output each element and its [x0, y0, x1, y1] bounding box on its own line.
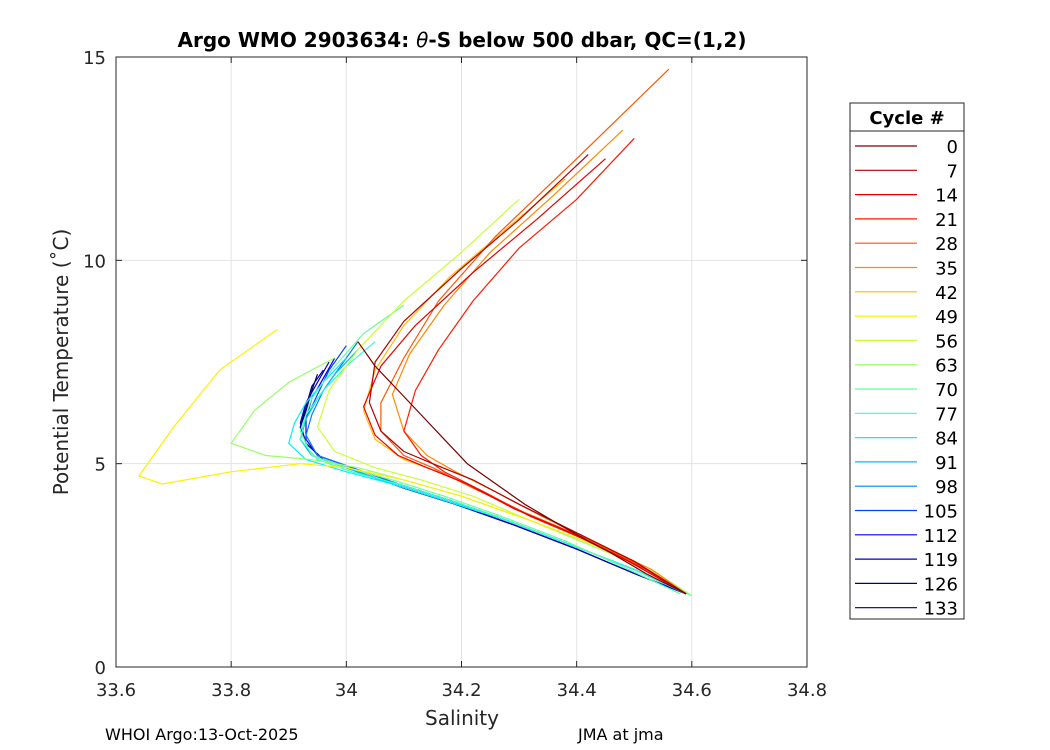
- legend-label: 133: [924, 599, 958, 620]
- x-tick-label: 34.8: [787, 680, 827, 701]
- y-tick-label: 5: [95, 455, 106, 476]
- x-tick-label: 34.6: [672, 680, 712, 701]
- legend-label: 70: [935, 380, 958, 401]
- x-tick-label: 33.8: [211, 680, 251, 701]
- legend-label: 49: [935, 307, 958, 328]
- legend-label: 14: [935, 186, 958, 207]
- x-tick-label: 33.6: [96, 680, 136, 701]
- x-tick-label: 34.4: [557, 680, 597, 701]
- legend-label: 91: [935, 453, 958, 474]
- y-tick-label: 0: [95, 658, 106, 679]
- series-line-cycle-63: [230, 357, 693, 597]
- legend: Cycle # 0 7 14 21 28 35 42 49 56 63 70 77 84 91 98 105 1…: [849, 102, 965, 620]
- legend-label: 35: [935, 259, 958, 280]
- x-tick-label: 34: [335, 680, 358, 701]
- series-line-cycle-77: [299, 341, 693, 597]
- y-tick-label: 15: [83, 48, 106, 69]
- legend-label: 112: [924, 526, 958, 547]
- chart-title: Argo WMO 2903634: θ-S below 500 dbar, QC…: [178, 28, 747, 52]
- grid-lines: [116, 57, 807, 667]
- legend-label: 21: [935, 210, 958, 231]
- y-axis-ticks: 0 5 10 15: [83, 48, 807, 679]
- legend-label: 7: [947, 161, 958, 182]
- legend-label: 0: [947, 137, 958, 158]
- title-prefix: Argo WMO 2903634:: [178, 28, 417, 52]
- title-suffix: -S below 500 dbar, QC=(1,2): [428, 28, 746, 52]
- legend-label: 42: [935, 283, 958, 304]
- footer-operator: JMA at jma: [578, 725, 664, 744]
- legend-label: 119: [924, 550, 958, 571]
- legend-entries: 0 7 14 21 28 35 42 49 56 63 70 77 84 91 98 105 112 119 126…: [855, 137, 958, 620]
- legend-box: [849, 102, 965, 620]
- legend-label: 63: [935, 356, 958, 377]
- y-axis-label: Potential Temperature (˚C): [49, 229, 73, 496]
- legend-label: 84: [935, 429, 958, 450]
- series-group: [138, 68, 693, 597]
- legend-label: 105: [924, 502, 958, 523]
- series-line-cycle-7: [368, 154, 687, 595]
- series-line-cycle-14: [363, 158, 687, 595]
- legend-label: 77: [935, 404, 958, 425]
- x-axis-ticks: 33.6 33.8 34 34.2 34.4 34.6 34.8: [96, 57, 827, 701]
- legend-label: 28: [935, 234, 958, 255]
- legend-label: 56: [935, 331, 958, 352]
- title-theta: θ: [416, 28, 428, 52]
- x-axis-label: Salinity: [425, 706, 499, 730]
- footer-source: WHOI Argo:13-Oct-2025: [105, 725, 299, 744]
- legend-label: 98: [935, 477, 958, 498]
- legend-title: Cycle #: [869, 108, 944, 129]
- series-line-cycle-0: [357, 341, 687, 595]
- x-tick-label: 34.2: [441, 680, 481, 701]
- y-tick-label: 10: [83, 251, 106, 272]
- legend-label: 126: [924, 574, 958, 595]
